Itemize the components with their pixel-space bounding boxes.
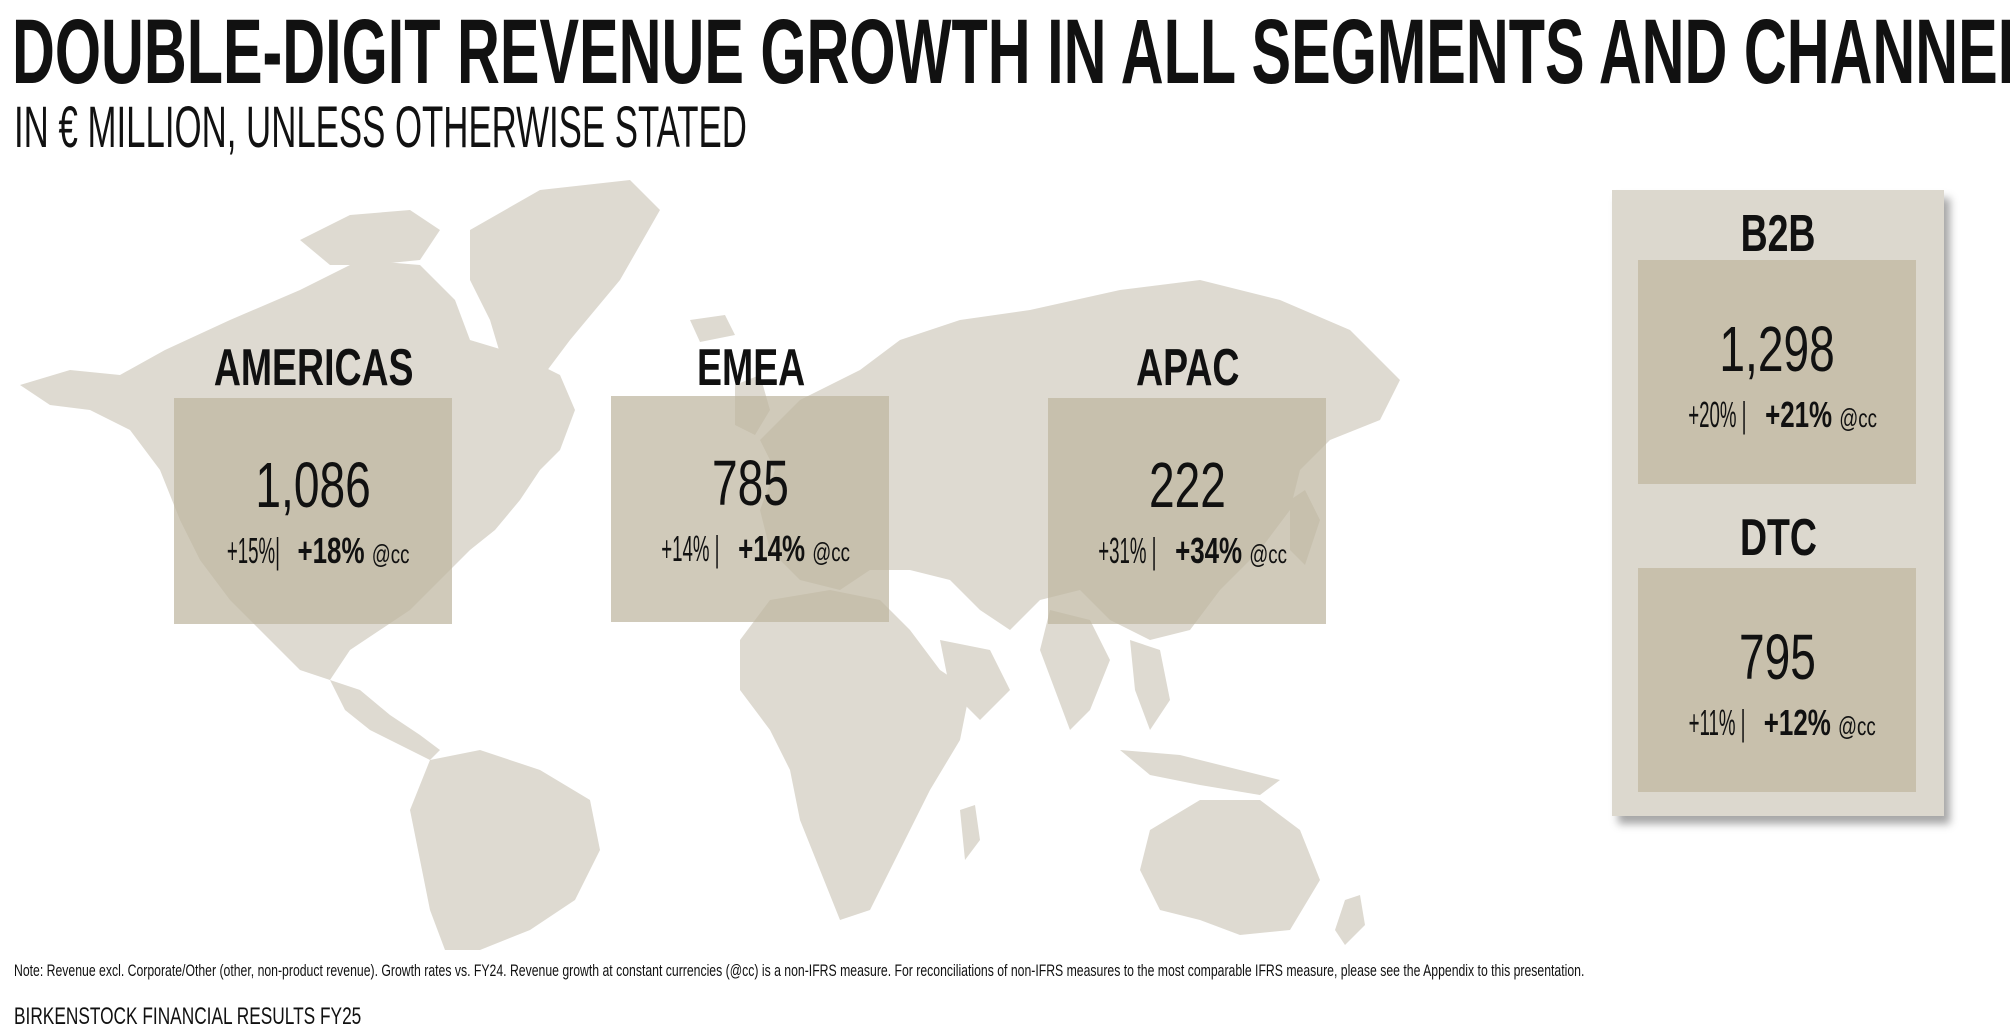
channel-growth-dtc: +11% | +12% @cc <box>1688 702 1877 743</box>
region-title-americas: AMERICAS <box>214 339 414 397</box>
new-zealand-shape <box>1335 895 1365 945</box>
channel-panel: B2B 1,298 +20% | +21% @cc DTC 795 +11% |… <box>1612 190 1944 816</box>
channel-title-b2b: B2B <box>1740 205 1816 263</box>
footnote: Note: Revenue excl. Corporate/Other (oth… <box>14 961 1585 980</box>
region-box-apac: 222 +31% | +34% @cc <box>1048 398 1326 624</box>
region-title-emea: EMEA <box>696 339 806 397</box>
south-america-shape <box>410 750 600 950</box>
page-title: DOUBLE-DIGIT REVENUE GROWTH IN ALL SEGME… <box>12 1 2010 103</box>
region-value-apac: 222 <box>1148 449 1226 521</box>
region-value-emea: 785 <box>711 447 789 519</box>
region-box-americas: 1,086 +15%| +18% @cc <box>174 398 452 624</box>
southeast-asia-shape <box>1130 640 1170 730</box>
channel-box-dtc: 795 +11% | +12% @cc <box>1638 568 1916 792</box>
page-subtitle: IN € MILLION, UNLESS OTHERWISE STATED <box>14 95 747 160</box>
region-box-emea: 785 +14% | +14% @cc <box>611 396 889 622</box>
india-shape <box>1040 610 1110 730</box>
australia-shape <box>1140 800 1320 935</box>
arabia-shape <box>940 640 1010 720</box>
region-value-americas: 1,086 <box>255 449 371 521</box>
indonesia-shape <box>1120 750 1280 795</box>
region-growth-americas: +15%| +18% @cc <box>226 530 410 571</box>
region-title-apac: APAC <box>1136 339 1240 397</box>
channel-box-b2b: 1,298 +20% | +21% @cc <box>1638 260 1916 484</box>
arctic-islands-shape <box>300 210 440 265</box>
channel-value-b2b: 1,298 <box>1719 313 1835 385</box>
region-growth-apac: +31% | +34% @cc <box>1098 530 1288 571</box>
footer-label: BIRKENSTOCK FINANCIAL RESULTS FY25 <box>14 1003 362 1030</box>
region-growth-emea: +14% | +14% @cc <box>661 528 851 569</box>
madagascar-shape <box>960 805 980 860</box>
channel-growth-b2b: +20% | +21% @cc <box>1688 394 1878 435</box>
africa-shape <box>740 590 970 920</box>
greenland-shape <box>470 180 660 380</box>
central-america-shape <box>330 680 440 760</box>
channel-title-dtc: DTC <box>1739 509 1817 567</box>
channel-value-dtc: 795 <box>1738 621 1816 693</box>
iceland-shape <box>690 315 735 342</box>
